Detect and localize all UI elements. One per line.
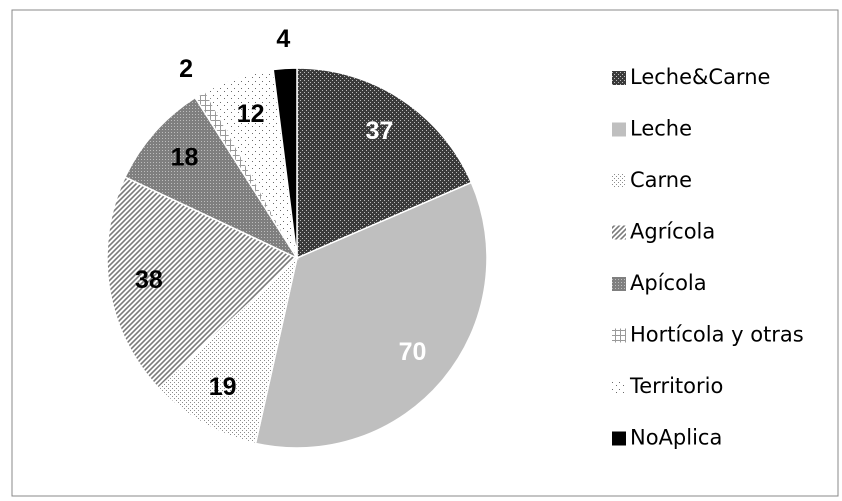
legend-marker (612, 71, 626, 85)
legend-label: Leche (630, 117, 692, 141)
pie-slice (272, 67, 298, 259)
legend-marker (612, 431, 626, 446)
legend-label: NoAplica (630, 426, 722, 450)
data-label: 19 (209, 373, 237, 401)
data-label: 18 (171, 143, 199, 171)
legend-label: Territorio (629, 374, 723, 398)
legend-marker (612, 225, 626, 240)
data-label: 12 (237, 100, 265, 128)
pie-slice (254, 181, 488, 449)
legend-marker (612, 380, 626, 394)
pie-slice (124, 96, 300, 260)
legend-label: Carne (630, 168, 692, 192)
legend-label: Agrícola (630, 220, 715, 244)
data-label: 2 (179, 55, 193, 83)
pie-slice (157, 255, 299, 445)
legend-label: Apícola (630, 271, 707, 295)
legend-marker (612, 174, 626, 188)
legend-marker (612, 277, 626, 291)
pie-slice (296, 67, 473, 260)
legend-marker (612, 122, 626, 137)
data-label: 4 (276, 25, 290, 53)
data-label: 38 (135, 266, 163, 294)
pie-slice (106, 176, 299, 390)
data-label: 37 (365, 117, 393, 145)
legend-label: Hortícola y otras (630, 323, 804, 347)
legend-marker (612, 328, 626, 343)
data-label: 70 (399, 338, 427, 366)
legend-label: Leche&Carne (630, 65, 770, 89)
